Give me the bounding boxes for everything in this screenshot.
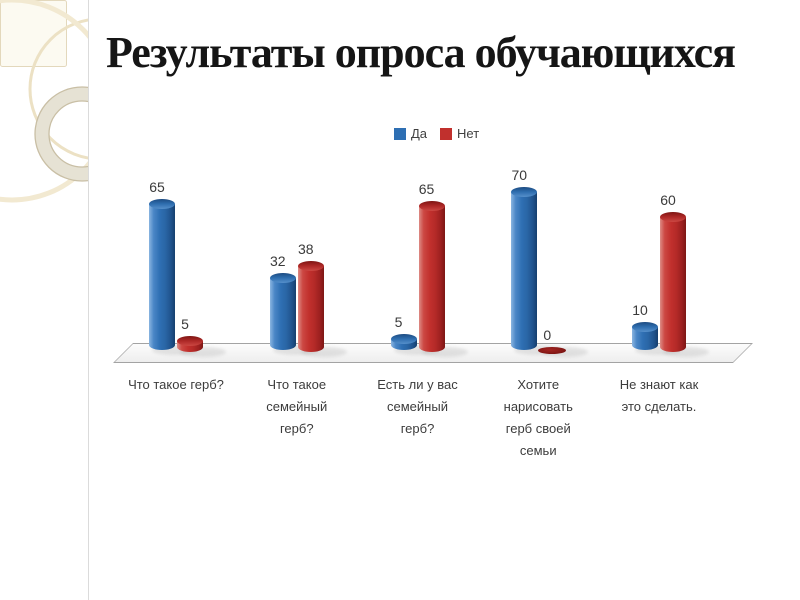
value-label: 65 xyxy=(149,179,165,195)
legend-swatch xyxy=(440,127,453,140)
bar-top-cap xyxy=(149,199,175,209)
value-label: 60 xyxy=(660,192,676,208)
decor-circle-outline xyxy=(28,18,88,160)
bar-Нет-3 xyxy=(418,206,445,352)
bar-Нет-2 xyxy=(297,266,324,352)
legend-item-Нет: Нет xyxy=(440,126,479,141)
bar-top-cap xyxy=(660,212,686,222)
bar-top-cap xyxy=(418,201,445,211)
bar-floor-shadow xyxy=(180,347,226,357)
bar-floor-shadow xyxy=(663,347,709,357)
category-label: Хотите нарисовать герб своей семьи xyxy=(503,377,573,458)
bar-floor-shadow xyxy=(152,345,198,355)
value-label: 70 xyxy=(511,167,528,183)
bar-top-cap xyxy=(511,187,538,197)
value-label: 10 xyxy=(632,302,648,318)
bar-Да-4 xyxy=(511,192,538,350)
left-decoration-strip xyxy=(0,0,89,600)
bar-top-cap xyxy=(632,322,658,332)
decor-circle-outline-2 xyxy=(0,0,88,203)
bar-floor-shadow xyxy=(393,345,440,355)
bar-floor-shadow xyxy=(514,345,561,355)
decor-ring-band xyxy=(35,87,88,181)
slide-title: Результаты опроса обучающихся xyxy=(106,28,736,77)
category-label: Не знают как это сделать. xyxy=(619,377,699,414)
decorative-circles-graphic xyxy=(0,0,88,203)
decor-ring-outer-edge xyxy=(34,86,88,182)
decor-ring-inner-edge xyxy=(48,100,88,168)
value-label: 38 xyxy=(297,241,314,257)
bar-Да-5 xyxy=(632,327,658,350)
bar-top-cap xyxy=(177,336,203,346)
bar-floor-shadow xyxy=(421,347,468,357)
bar-top-cap xyxy=(297,261,324,271)
value-label: 32 xyxy=(269,253,286,269)
bar-floor-shadow xyxy=(635,345,681,355)
bar-Да-2 xyxy=(269,278,296,350)
bar-top-cap xyxy=(269,273,296,283)
bar-Нет-5 xyxy=(660,217,686,352)
bar-Нет-4 xyxy=(538,347,567,354)
chart-legend: Да Нет xyxy=(394,126,479,141)
value-label: 65 xyxy=(418,181,435,197)
bar-Да-1 xyxy=(149,204,175,350)
value-label: 0 xyxy=(543,327,552,343)
category-label: Есть ли у вас семейный герб? xyxy=(377,377,458,436)
legend-item-Да: Да xyxy=(394,126,427,141)
bar-floor-shadow xyxy=(300,347,347,357)
bar-top-cap xyxy=(390,334,417,344)
bar-Нет-1 xyxy=(177,341,203,352)
legend-swatch xyxy=(394,127,406,140)
value-label: 5 xyxy=(394,314,403,330)
category-label: Что такое герб? xyxy=(128,377,224,392)
legend-label: Да xyxy=(411,126,428,141)
bar-floor-shadow xyxy=(272,345,319,355)
category-label: Что такое семейный герб? xyxy=(266,377,328,436)
legend-label: Нет xyxy=(457,126,480,141)
value-label: 5 xyxy=(181,316,189,332)
bar-Да-3 xyxy=(390,339,417,350)
bar-floor-shadow xyxy=(542,347,589,357)
